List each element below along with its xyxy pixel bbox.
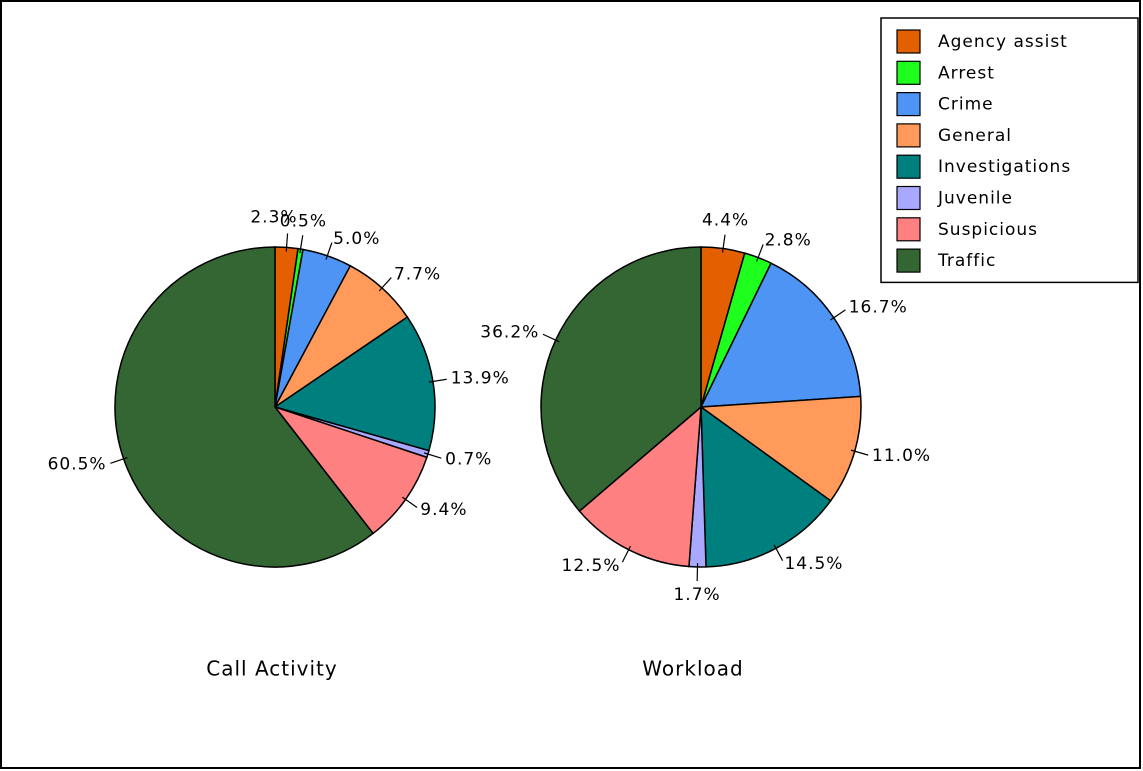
value-label: 13.9%: [451, 369, 510, 389]
legend-box: [880, 17, 1139, 284]
leader-line: [830, 309, 846, 321]
leader-line: [325, 242, 333, 260]
leader-line: [621, 545, 632, 563]
leader-line: [110, 456, 128, 464]
legend-label: Traffic: [937, 251, 996, 271]
value-label: 0.7%: [445, 449, 492, 469]
value-label: 14.5%: [784, 554, 843, 574]
value-label: 12.5%: [562, 556, 621, 576]
leader-line: [542, 333, 560, 343]
value-label: 11.0%: [872, 446, 931, 466]
legend-label: Suspicious: [938, 220, 1038, 240]
legend-swatch: [896, 217, 921, 242]
leader-line: [285, 233, 289, 252]
legend-swatch: [896, 185, 921, 211]
leader-line: [402, 496, 418, 508]
legend-label: Juvenile: [937, 189, 1013, 209]
legend-label: General: [938, 126, 1012, 146]
legend-label: Crime: [938, 95, 994, 115]
value-label: 5.0%: [333, 229, 380, 249]
leader-line: [850, 449, 869, 456]
value-label: 7.7%: [394, 265, 441, 285]
leader-line: [299, 235, 304, 254]
value-label: 9.4%: [420, 500, 467, 520]
leader-line: [756, 244, 764, 262]
legend-swatch: [896, 60, 921, 85]
leader-line: [423, 452, 442, 459]
leader-line: [378, 277, 392, 292]
value-label: 60.5%: [48, 455, 107, 475]
legend-label: Investigations: [938, 157, 1071, 177]
legend-label: Arrest: [938, 63, 995, 83]
pie-title: Workload: [642, 657, 743, 681]
legend-label: Agency assist: [938, 32, 1068, 52]
value-label: 0.5%: [280, 211, 327, 231]
value-label: 1.7%: [673, 585, 720, 605]
pie-title: Call Activity: [206, 657, 338, 681]
value-label: 36.2%: [480, 323, 539, 343]
leader-line: [773, 544, 784, 561]
legend-swatch: [896, 29, 921, 54]
value-label: 4.4%: [702, 211, 749, 231]
leader-line: [721, 234, 726, 253]
leader-line: [428, 378, 447, 383]
legend-swatch: [896, 154, 921, 179]
legend-swatch: [896, 123, 921, 148]
legend-swatch: [896, 248, 921, 273]
legend-swatch: [896, 91, 921, 117]
value-label: 2.8%: [765, 231, 812, 251]
value-label: 2.3%: [250, 207, 297, 227]
value-label: 16.7%: [849, 298, 908, 318]
